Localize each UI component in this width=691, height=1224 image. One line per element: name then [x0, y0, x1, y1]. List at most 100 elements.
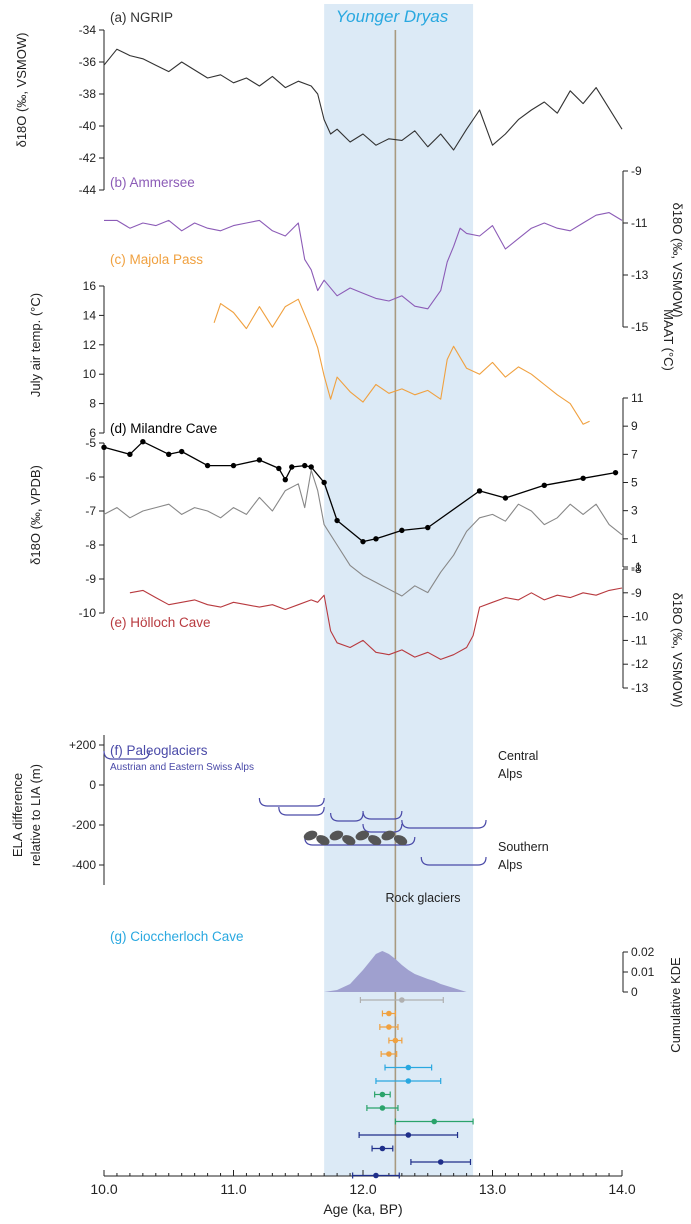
rock-glacier-rock	[342, 835, 356, 846]
y-tick-label-g: 0.02	[631, 945, 655, 959]
milandre-point	[302, 462, 308, 469]
series-line-e	[129, 587, 623, 660]
series-line-c	[213, 298, 590, 425]
milandre-point	[321, 479, 327, 486]
glacier-arc	[420, 856, 487, 866]
y-tick-label-e: -9	[631, 586, 642, 600]
y-tick-label-d2: -9	[85, 572, 96, 586]
y-tick-label-b: -13	[631, 268, 649, 282]
y-tick-label-d: 1	[631, 532, 638, 546]
date-point	[386, 1024, 392, 1030]
y-tick-label-f: 0	[89, 778, 96, 792]
milandre-point	[373, 536, 379, 542]
x-tick-label: 13.0	[479, 1181, 506, 1197]
milandre-point	[127, 451, 133, 458]
milandre-point	[230, 462, 237, 469]
date-point	[405, 1132, 412, 1138]
glacier-arc	[103, 750, 150, 760]
y-axis-b: -9 -11 -13 -15	[622, 164, 649, 334]
x-axis: 10.0 11.0 12.0 13.0 14.0	[90, 1170, 636, 1197]
y-tick-label-d: 11	[631, 391, 644, 405]
panel-d-label: (d) Milandre Cave	[110, 421, 217, 436]
y-axis-f: +200 0 -200 -400	[69, 735, 105, 885]
glacier-arc	[278, 806, 325, 816]
date-point	[379, 1091, 386, 1098]
rock-glacier-rock	[355, 830, 370, 841]
central-alps-label-2: Alps	[498, 767, 522, 781]
series-line-d2	[103, 469, 623, 597]
y-tick-label-b: -11	[631, 216, 648, 230]
milandre-point	[282, 476, 288, 483]
ylabel-d2: δ18O (‰, VPDB)	[28, 465, 43, 565]
milandre-point	[476, 488, 483, 494]
glacier-arc	[330, 812, 364, 822]
ylabel-f1: ELA difference	[10, 773, 25, 857]
x-tick-label: 12.0	[349, 1181, 376, 1197]
date-point	[392, 1037, 399, 1044]
ylabel-g: Cumulative KDE	[668, 957, 683, 1053]
x-tick-label: 14.0	[608, 1181, 635, 1197]
rock-glacier-rock	[316, 835, 330, 846]
y-tick-label-e: -12	[631, 657, 649, 671]
y-axis-d: 11 9 7 5 3 1 -1	[622, 391, 644, 574]
rock-glacier-rock	[368, 835, 382, 846]
y-tick-label-a: -40	[79, 119, 97, 133]
series-line-a	[103, 48, 623, 151]
y-tick-label-f: -200	[72, 818, 96, 832]
date-point	[386, 1010, 392, 1017]
glacier-arc	[362, 810, 403, 820]
milandre-point	[425, 524, 431, 531]
y-tick-label-a: -38	[79, 87, 97, 101]
ylabel-f2: relative to LIA (m)	[28, 764, 43, 866]
rock-glacier-rock	[303, 830, 318, 841]
y-tick-label-a: -34	[79, 23, 97, 37]
y-axis-g: 0.02 0.01 0	[622, 945, 655, 999]
highlight-label: Younger Dryas	[336, 7, 449, 26]
y-tick-label-c: 12	[83, 338, 97, 352]
southern-alps-label-1: Southern	[498, 840, 549, 854]
y-tick-label-d2: -7	[85, 504, 96, 518]
y-tick-label-d2: -6	[85, 470, 96, 484]
y-tick-label-c: 14	[83, 308, 97, 322]
milandre-point	[541, 482, 547, 489]
milandre-point	[204, 462, 211, 469]
date-point	[379, 1105, 386, 1111]
y-tick-label-a: -42	[79, 151, 97, 165]
y-tick-label-a: -36	[79, 55, 97, 69]
date-point	[431, 1118, 438, 1125]
y-tick-label-b: -9	[631, 164, 642, 178]
rock-glaciers-label: Rock glaciers	[385, 891, 460, 905]
milandre-point	[179, 448, 185, 455]
y-axis-d2: -5 -6 -7 -8 -9 -10	[79, 436, 105, 620]
milandre-point	[502, 495, 509, 501]
y-tick-label-c: 8	[89, 397, 96, 411]
panel-e-label: (e) Hölloch Cave	[110, 615, 211, 630]
y-axis-c: 16 14 12 10 8 6	[83, 279, 105, 440]
y-tick-label-d2: -10	[79, 606, 97, 620]
y-tick-label-d: 7	[631, 447, 638, 461]
milandre-point	[166, 451, 172, 458]
milandre-point	[276, 465, 282, 472]
y-tick-label-d: 5	[631, 476, 638, 490]
rock-glacier-rock	[393, 835, 408, 846]
date-point	[405, 1064, 412, 1071]
panel-b-label: (b) Ammersee	[110, 175, 195, 190]
y-tick-label-d2: -8	[85, 538, 96, 552]
milandre-point	[612, 469, 619, 476]
ylabel-e: δ18O (‰, VSMOW)	[670, 593, 685, 708]
x-tick-label: 11.0	[220, 1181, 246, 1197]
y-axis-a: -34 -36 -38 -40 -42 -44	[79, 23, 105, 197]
milandre-point	[360, 538, 366, 545]
panel-f-sublabel: Austrian and Eastern Swiss Alps	[110, 762, 254, 773]
glacier-arc	[304, 836, 416, 846]
milandre-point	[101, 444, 107, 450]
y-tick-label-e: -11	[631, 633, 648, 647]
xlabel: Age (ka, BP)	[323, 1201, 402, 1217]
date-point	[399, 997, 405, 1003]
series-line-b	[104, 212, 623, 310]
y-tick-label-f: +200	[69, 738, 96, 752]
date-point	[437, 1159, 444, 1165]
milandre-point	[334, 517, 340, 524]
milandre-point	[140, 438, 146, 445]
